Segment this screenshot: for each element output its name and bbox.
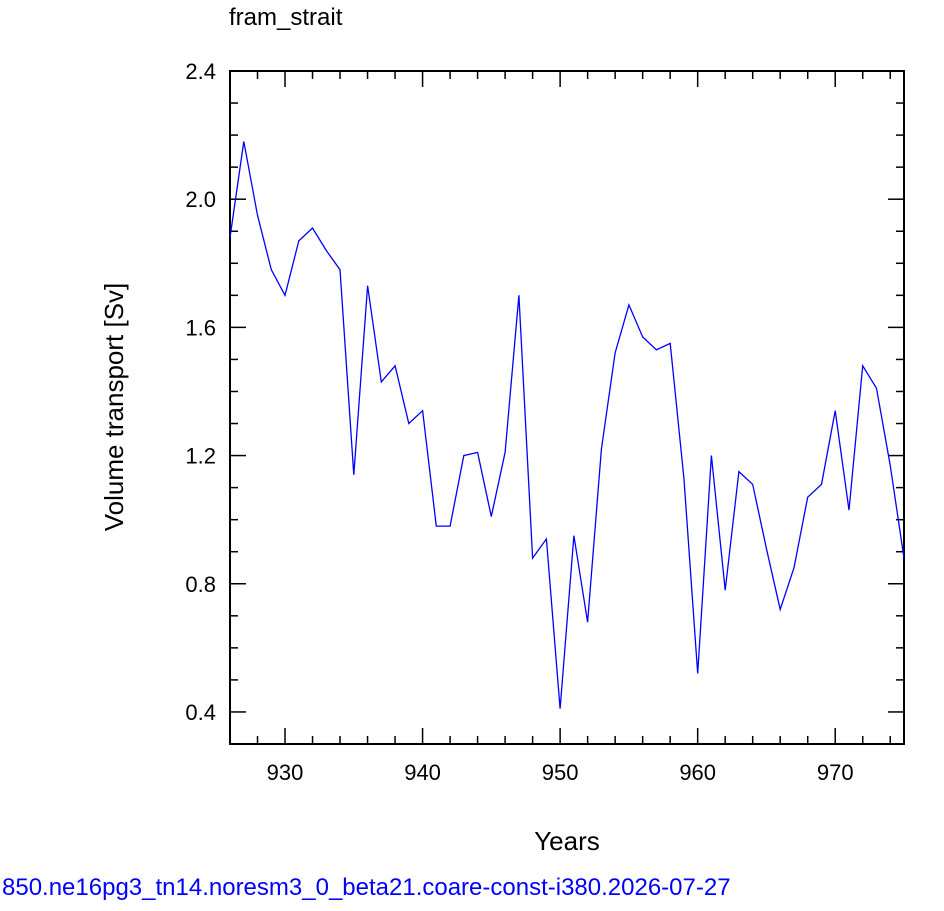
y-tick-labels: 0.4 0.8 1.2 1.6 2.0 2.4 — [185, 59, 216, 725]
x-tick-label: 950 — [542, 760, 579, 785]
chart-title: fram_strait — [229, 4, 343, 31]
plot-frame — [229, 70, 905, 745]
y-tick-label: 0.4 — [185, 700, 216, 725]
x-tick-label: 960 — [679, 760, 716, 785]
y-tick-label: 1.2 — [185, 444, 216, 469]
x-tick-label: 970 — [817, 760, 854, 785]
y-tick-label: 1.6 — [185, 315, 216, 340]
x-tick-labels: 930 940 950 960 970 — [267, 760, 854, 785]
caption-text: 850.ne16pg3_tn14.noresm3_0_beta21.coare-… — [2, 874, 731, 901]
axis-ticks — [229, 70, 904, 745]
x-tick-label: 940 — [404, 760, 441, 785]
y-tick-label: 0.8 — [185, 572, 216, 597]
series-line — [229, 141, 905, 709]
y-tick-label: 2.0 — [185, 187, 216, 212]
y-axis-label: Volume transport [Sv] — [99, 283, 129, 532]
y-tick-label: 2.4 — [185, 59, 216, 84]
x-axis-label: Years — [534, 826, 600, 856]
x-tick-label: 930 — [267, 760, 304, 785]
